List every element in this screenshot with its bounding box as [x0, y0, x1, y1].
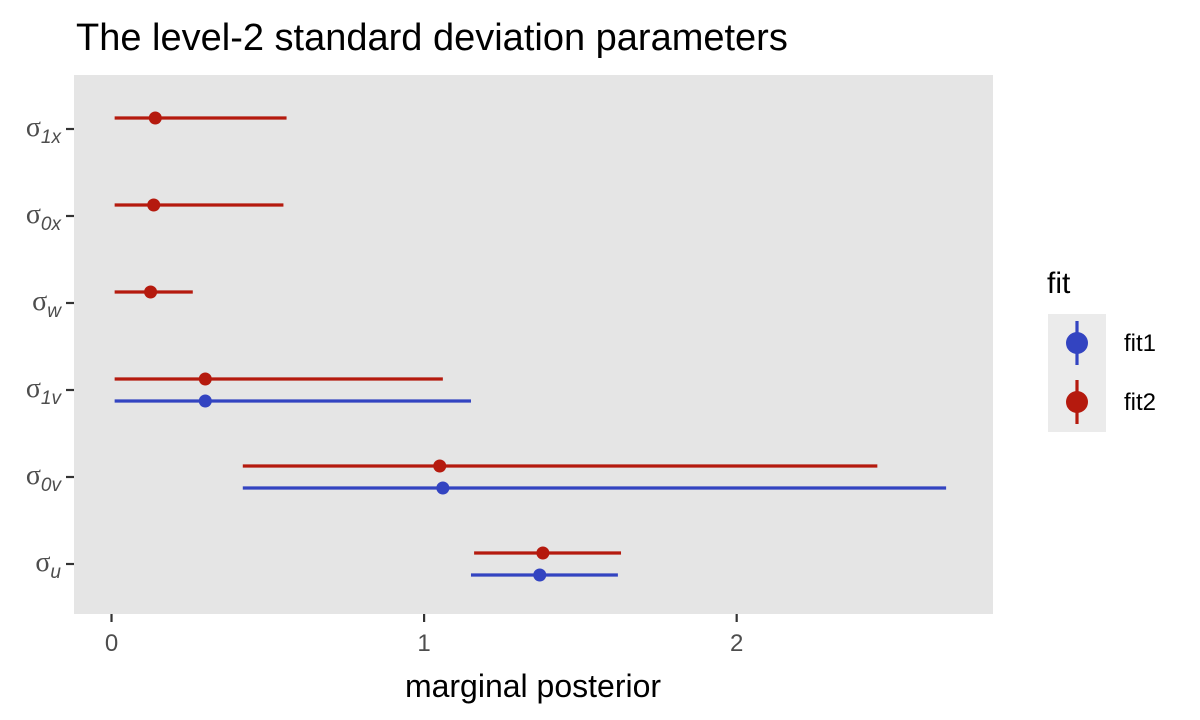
- legend-key-point: [1066, 332, 1088, 354]
- x-tick-label: 0: [105, 630, 118, 657]
- point-fit1: [436, 481, 450, 495]
- x-tick-label: 2: [730, 630, 743, 657]
- y-tick-label: σw: [32, 286, 62, 322]
- point-fit2: [198, 372, 212, 386]
- point-fit2: [536, 546, 550, 560]
- point-fit2: [144, 285, 158, 299]
- point-fit2: [147, 198, 161, 212]
- y-axis: σ1x σ0x σw σ1v σ0v σu: [26, 112, 74, 583]
- data-marks: [114, 111, 947, 582]
- x-tick-label: 1: [417, 630, 430, 657]
- chart-title: The level-2 standard deviation parameter…: [76, 17, 788, 59]
- point-fit2: [148, 111, 162, 125]
- legend-label: fit1: [1124, 330, 1156, 357]
- plot-panel: [74, 75, 993, 614]
- y-tick-label: σ1v: [26, 373, 63, 409]
- point-fit1: [198, 394, 212, 408]
- x-axis-label: marginal posterior: [405, 668, 661, 704]
- point-fit1: [533, 568, 547, 582]
- x-axis: 0 1 2: [105, 614, 743, 657]
- y-tick-label: σu: [35, 547, 61, 583]
- legend-label: fit2: [1124, 389, 1156, 416]
- y-tick-label: σ0x: [26, 199, 63, 235]
- legend-title: fit: [1047, 267, 1071, 300]
- point-fit2: [433, 459, 447, 473]
- legend-key-point: [1066, 391, 1088, 413]
- legend: fit fit1 fit2: [1047, 267, 1156, 432]
- y-tick-label: σ0v: [26, 460, 63, 496]
- y-tick-label: σ1x: [26, 112, 63, 148]
